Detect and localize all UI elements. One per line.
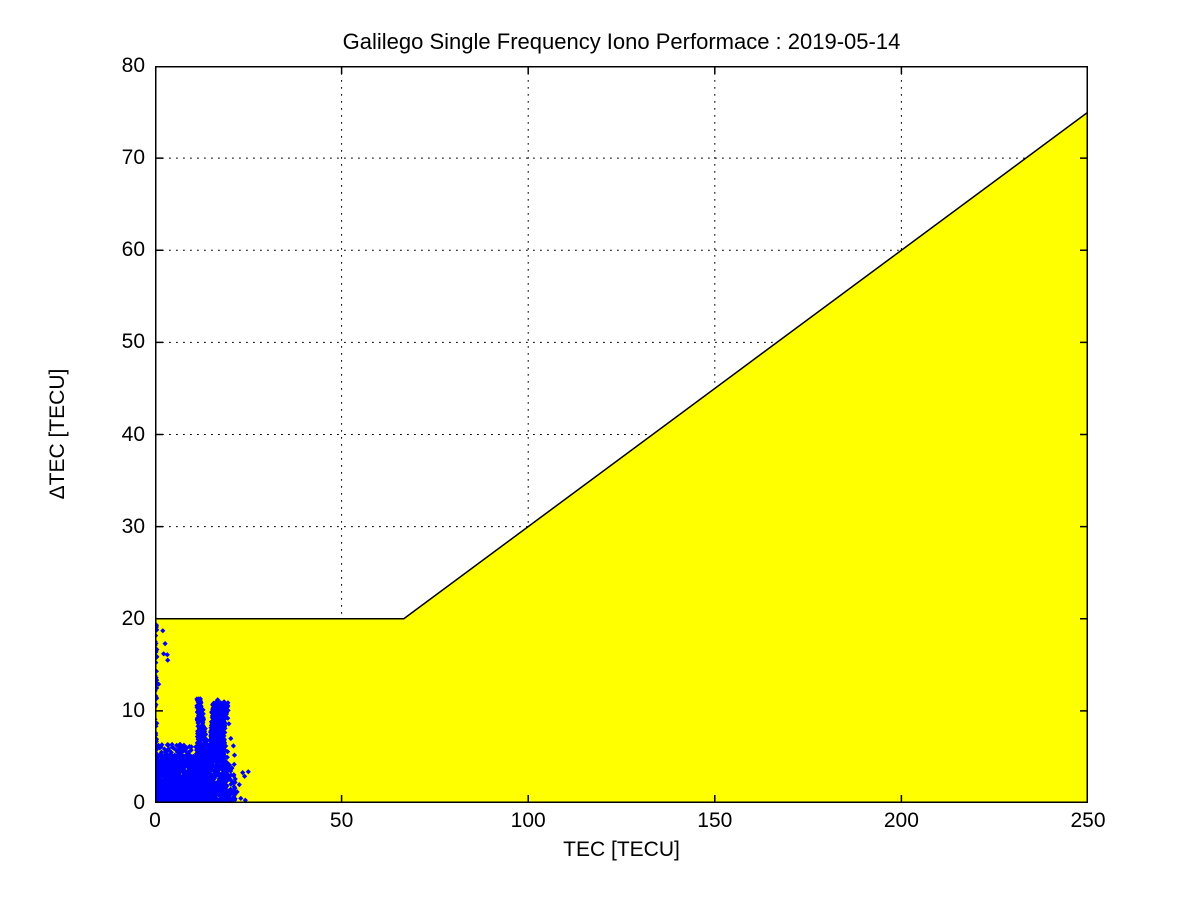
y-tick-label: 40 [121, 422, 145, 446]
x-tick-label: 200 [883, 809, 919, 832]
x-tick-label: 250 [1070, 809, 1106, 832]
y-tick-label: 50 [121, 330, 145, 354]
x-tick-label: 150 [697, 809, 733, 832]
y-tick-label: 70 [121, 146, 145, 170]
scatter-points [155, 622, 251, 803]
axes-box [155, 66, 1088, 803]
x-tick-label: 50 [329, 809, 354, 832]
chart-title: Galilego Single Frequency Iono Performac… [342, 29, 901, 54]
y-tick-label: 10 [121, 698, 145, 722]
x-axis-label: TEC [TECU] [563, 838, 680, 861]
y-tick-label: 0 [133, 791, 145, 814]
threshold-boundary-line [155, 111, 1088, 620]
y-tick-label: 80 [121, 54, 145, 77]
plot-area [155, 66, 1088, 803]
threshold-region [155, 112, 1088, 803]
y-tick-label: 20 [121, 606, 145, 630]
y-tick-label: 60 [121, 238, 145, 262]
x-tick-label: 100 [510, 809, 546, 832]
plot-canvas [155, 66, 1088, 803]
x-tick-label: 0 [149, 809, 161, 832]
y-axis-label: ΔTEC [TECU] [46, 368, 69, 500]
y-tick-label: 30 [121, 514, 145, 538]
